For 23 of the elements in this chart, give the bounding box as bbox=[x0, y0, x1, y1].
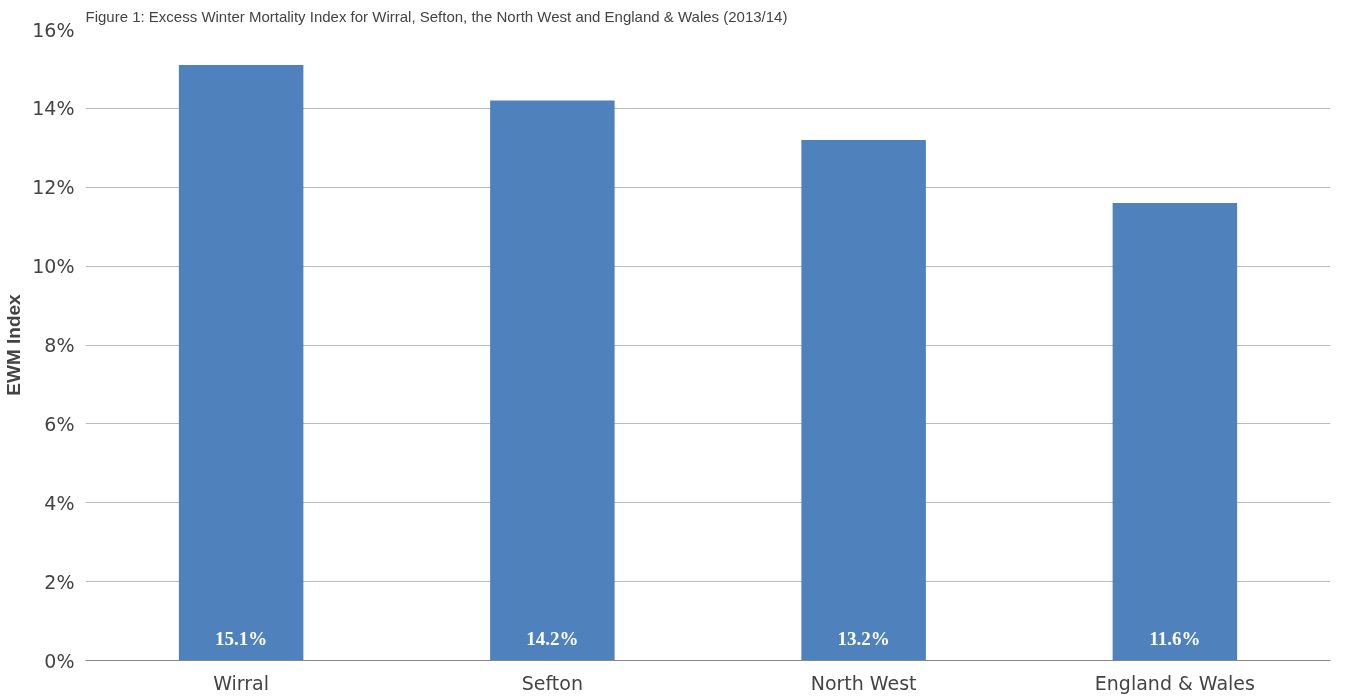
chart-title: Figure 1: Excess Winter Mortality Index for Wirral, Sefton, the North West and England & Wales (2013/14) bbox=[85, 7, 788, 25]
bar bbox=[1112, 203, 1238, 661]
data-label: 14.2% bbox=[526, 627, 579, 649]
y-tick-label: 10% bbox=[32, 255, 75, 278]
bar bbox=[490, 100, 615, 661]
y-tick-label: 16% bbox=[32, 18, 75, 41]
y-tick-label: 0% bbox=[44, 649, 75, 672]
x-tick-label: England & Wales bbox=[1094, 671, 1255, 694]
y-axis-title: EWM Index bbox=[3, 293, 25, 396]
x-tick-label: Sefton bbox=[521, 671, 583, 694]
x-tick-label: North West bbox=[810, 671, 917, 694]
y-tick-label: 8% bbox=[44, 334, 75, 356]
y-tick-label: 14% bbox=[32, 97, 75, 120]
data-label: 13.2% bbox=[837, 627, 890, 649]
data-label: 11.6% bbox=[1149, 627, 1201, 649]
y-tick-label: 2% bbox=[44, 570, 75, 593]
bar bbox=[801, 139, 926, 661]
bar bbox=[178, 64, 304, 661]
data-label: 15.1% bbox=[215, 627, 268, 649]
y-tick-label: 6% bbox=[44, 412, 75, 435]
y-tick-label: 12% bbox=[32, 176, 75, 199]
x-tick-label: Wirral bbox=[213, 671, 270, 694]
y-tick-label: 4% bbox=[44, 491, 75, 514]
